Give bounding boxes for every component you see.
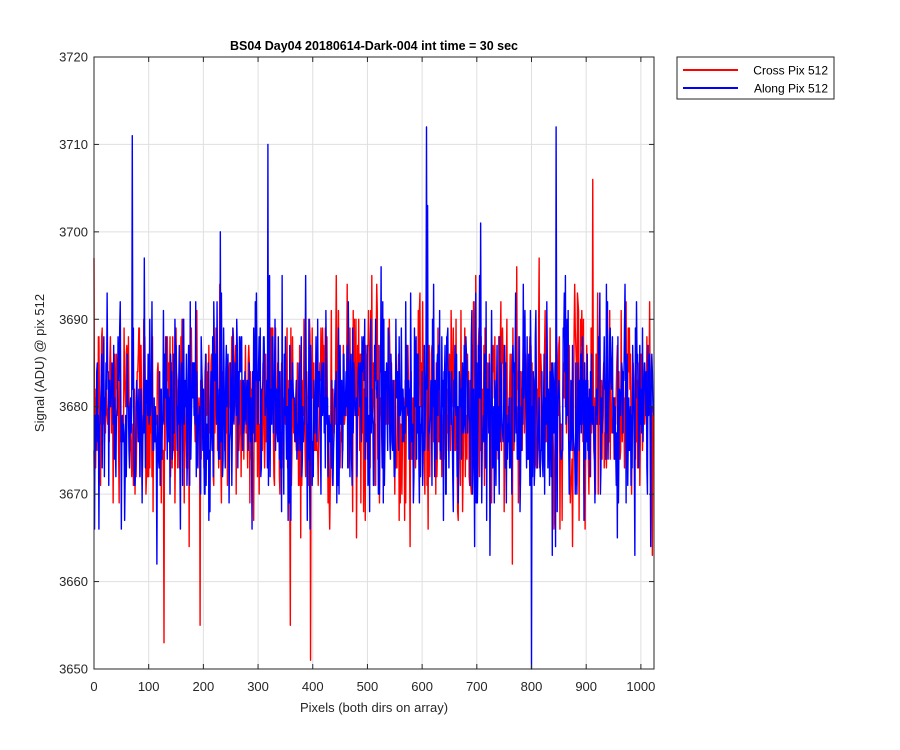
series-line-along — [93, 126, 655, 670]
x-tick-label: 500 — [357, 679, 379, 694]
y-tick-label: 3660 — [59, 574, 88, 589]
y-tick-label: 3720 — [59, 50, 88, 65]
x-tick-label: 0 — [90, 679, 97, 694]
series-layer — [93, 126, 655, 670]
x-tick-label: 900 — [575, 679, 597, 694]
y-tick-label: 3670 — [59, 487, 88, 502]
y-tick-label: 3650 — [59, 662, 88, 677]
x-tick-label: 600 — [411, 679, 433, 694]
legend-label-along: Along Pix 512 — [754, 82, 828, 96]
ticks — [93, 56, 654, 670]
y-tick-label: 3710 — [59, 137, 88, 152]
legend[interactable]: Cross Pix 512 Along Pix 512 — [676, 56, 835, 100]
legend-label-cross: Cross Pix 512 — [753, 64, 828, 78]
x-tick-label: 400 — [302, 679, 324, 694]
x-tick-label: 1000 — [626, 679, 655, 694]
x-tick-label: 300 — [247, 679, 269, 694]
legend-box — [676, 56, 835, 100]
x-tick-label: 100 — [138, 679, 160, 694]
chart-title: BS04 Day04 20180614-Dark-004 int time = … — [230, 39, 518, 53]
x-tick-label: 800 — [521, 679, 543, 694]
x-axis-label: Pixels (both dirs on array) — [300, 700, 448, 715]
y-tick-label: 3680 — [59, 399, 88, 414]
tick-labels: 0 100 200 300 400 500 600 700 800 900 1000 3650 3660… — [59, 50, 655, 695]
axes: 0 100 200 300 400 500 600 700 800 900 1000 3650 3660… — [59, 50, 655, 695]
x-tick-label: 200 — [193, 679, 215, 694]
x-tick-label: 700 — [466, 679, 488, 694]
y-tick-label: 3700 — [59, 224, 88, 239]
axes-box — [93, 56, 655, 670]
y-tick-label: 3690 — [59, 312, 88, 327]
y-axis-label: Signal (ADU) @ pix 512 — [32, 294, 47, 432]
